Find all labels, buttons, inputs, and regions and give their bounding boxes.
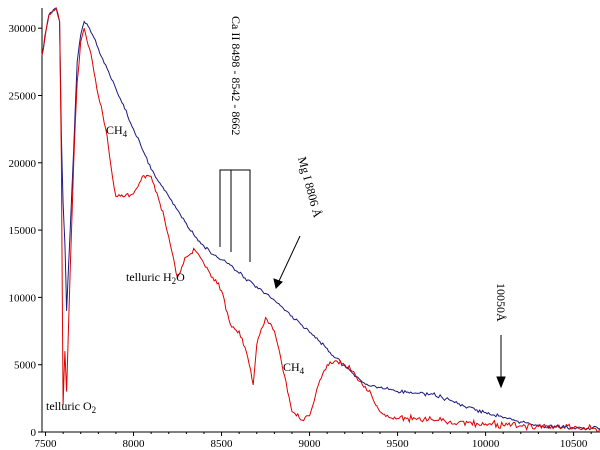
x-tick-label: 8000 (123, 438, 146, 450)
x-tick-label: 10500 (560, 438, 588, 450)
y-tick-label: 15000 (9, 225, 37, 237)
x-tick-label: 10000 (472, 438, 500, 450)
x-axis: 7500 8000 8500 9000 9500 10000 10500 (35, 431, 600, 450)
ca-ii-bracket-left (219, 169, 251, 262)
wavelength-10050-arrow (496, 335, 506, 389)
ch4-lower-label: CH4 (283, 360, 305, 376)
telluric-o2-label: telluric O2 (46, 399, 96, 415)
y-tick-label: 10000 (9, 292, 37, 304)
y-axis: 0 5000 10000 15000 20000 25000 30000 (9, 8, 43, 439)
mg-i-label: Mg I 8806 Å (295, 155, 325, 219)
x-tick-label: 8500 (211, 438, 234, 450)
y-tick-label: 5000 (14, 360, 37, 372)
wavelength-10050-label: 10050Å (494, 283, 508, 322)
y-tick-label: 20000 (9, 158, 37, 170)
ca-ii-label: Ca II 8498 - 8542 - 8662 (229, 16, 243, 135)
series-red-line (41, 6, 600, 433)
ch4-upper-label: CH4 (106, 123, 128, 139)
x-tick-label: 9500 (387, 438, 410, 450)
mg-arrow (273, 235, 301, 289)
telluric-h2o-label: telluric H2O (126, 270, 185, 286)
x-tick-label: 9000 (299, 438, 322, 450)
x-tick-label: 7500 (35, 438, 58, 450)
ca-ii-bracket (219, 169, 251, 262)
y-tick-label: 25000 (9, 90, 37, 102)
y-tick-label: 30000 (9, 23, 37, 35)
y-tick-label: 0 (31, 427, 37, 439)
series-layer (41, 6, 600, 433)
series-blue-line (41, 7, 600, 431)
